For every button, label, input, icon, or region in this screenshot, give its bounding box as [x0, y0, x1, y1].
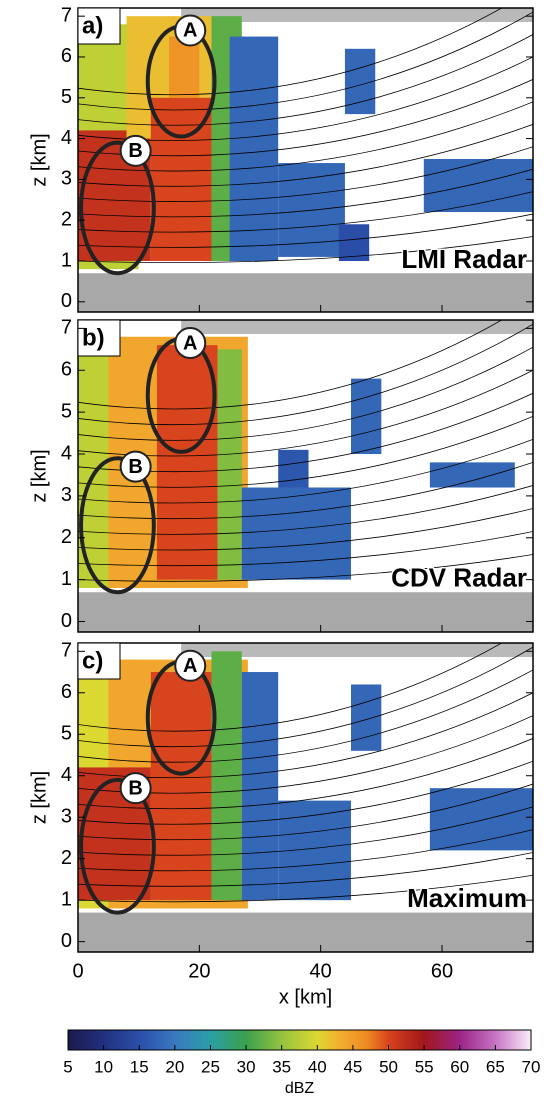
panel-annotation: LMI Radar: [401, 244, 527, 274]
y-tick-label: 1: [61, 249, 72, 271]
colorbar-tick-label: 50: [379, 1057, 398, 1076]
x-tick-label: 40: [310, 960, 332, 982]
y-tick-label: 7: [61, 640, 72, 662]
colorbar: [68, 1030, 531, 1050]
region-label: A: [183, 655, 197, 677]
y-tick-label: 0: [61, 290, 72, 312]
colorbar-tick-label: 65: [486, 1057, 505, 1076]
panel-label: c): [82, 647, 103, 674]
reflectivity-cell: [157, 345, 218, 580]
ground: [78, 273, 533, 312]
reflectivity-cell: [345, 49, 375, 114]
colorbar-tick-label: 10: [94, 1057, 113, 1076]
y-tick-label: 4: [61, 127, 72, 149]
region-label: B: [128, 140, 142, 162]
y-tick-label: 0: [61, 610, 72, 632]
colorbar-tick-label: 25: [201, 1057, 220, 1076]
y-axis-label: z [km]: [28, 133, 50, 186]
y-tick-label: 6: [61, 681, 72, 703]
y-axis-label: z [km]: [28, 449, 50, 502]
y-tick-label: 5: [61, 723, 72, 745]
y-tick-label: 6: [61, 45, 72, 67]
y-tick-label: 3: [61, 805, 72, 827]
panel-label: b): [82, 324, 105, 351]
x-tick-label: 20: [188, 960, 210, 982]
y-tick-label: 1: [61, 568, 72, 590]
reflectivity-cell: [242, 488, 351, 580]
ground: [78, 592, 533, 632]
x-axis-label: x [km]: [279, 986, 332, 1008]
x-tick-label: 60: [431, 960, 453, 982]
reflectivity-cell: [430, 462, 515, 487]
colorbar-tick-label: 35: [272, 1057, 291, 1076]
reflectivity-cell: [218, 349, 242, 579]
x-tick-label: 0: [72, 960, 83, 982]
y-tick-label: 5: [61, 400, 72, 422]
colorbar-tick-label: 15: [130, 1057, 149, 1076]
y-tick-label: 4: [61, 764, 72, 786]
colorbar-tick-label: 5: [63, 1057, 72, 1076]
colorbar-tick-label: 60: [450, 1057, 469, 1076]
y-tick-label: 0: [61, 930, 72, 952]
reflectivity-cell: [424, 159, 533, 212]
y-tick-label: 4: [61, 442, 72, 464]
region-label: A: [183, 332, 197, 354]
y-tick-label: 3: [61, 168, 72, 190]
region-label: A: [183, 20, 197, 42]
colorbar-tick-label: 45: [343, 1057, 362, 1076]
region-label: B: [128, 777, 142, 799]
colorbar-tick-label: 55: [415, 1057, 434, 1076]
colorbar-tick-label: 30: [237, 1057, 256, 1076]
y-tick-label: 2: [61, 526, 72, 548]
colorbar-tick-label: 40: [308, 1057, 327, 1076]
y-tick-label: 2: [61, 208, 72, 230]
reflectivity-cell: [351, 684, 381, 750]
panel-annotation: Maximum: [407, 883, 527, 913]
reflectivity-cell: [230, 37, 279, 261]
y-tick-label: 3: [61, 484, 72, 506]
region-label: B: [128, 456, 142, 478]
y-tick-label: 6: [61, 359, 72, 381]
panel-annotation: CDV Radar: [391, 563, 527, 593]
y-tick-label: 7: [61, 4, 72, 26]
reflectivity-cell: [242, 672, 278, 900]
ground: [78, 913, 533, 952]
y-tick-label: 1: [61, 888, 72, 910]
y-tick-label: 2: [61, 847, 72, 869]
reflectivity-cell: [351, 379, 381, 454]
colorbar-tick-label: 20: [165, 1057, 184, 1076]
colorbar-tick-label: 70: [522, 1057, 541, 1076]
y-tick-label: 5: [61, 86, 72, 108]
panel-label: a): [82, 12, 103, 39]
colorbar-label: dBZ: [285, 1080, 315, 1097]
y-tick-label: 7: [61, 317, 72, 339]
reflectivity-cell: [278, 450, 308, 488]
y-axis-label: z [km]: [28, 771, 50, 824]
